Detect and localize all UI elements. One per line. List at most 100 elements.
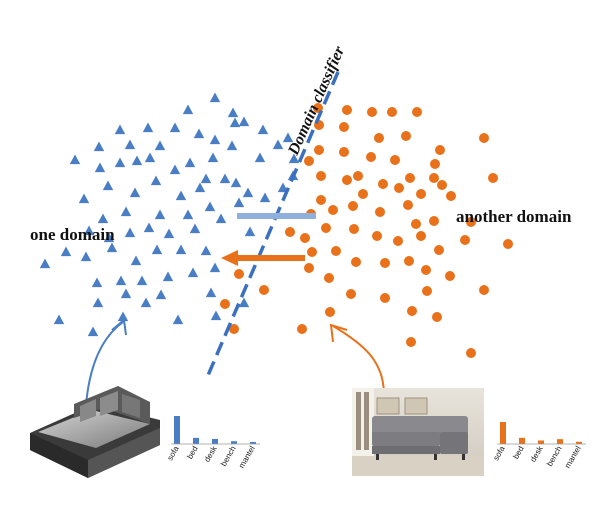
orange-circle-point [314, 145, 324, 155]
blue-triangle-point [130, 255, 142, 266]
one-domain-label: one domain [30, 225, 115, 244]
right-bar-label: mantel [563, 444, 583, 469]
orange-circle-point [375, 207, 385, 217]
orange-circle-point [466, 348, 476, 358]
blue-triangle-point [120, 288, 132, 299]
blue-triangle-point [131, 155, 143, 166]
orange-circle-point [406, 337, 416, 347]
orange-circle-point [432, 312, 442, 322]
3d-sofa-model-image [30, 386, 160, 478]
blue-triangle-point [182, 104, 194, 115]
blue-triangle-point [140, 297, 152, 308]
orange-circle-point [339, 122, 349, 132]
blue-triangle-point [151, 244, 163, 255]
blue-triangle-point [69, 154, 81, 165]
blue-triangle-point [53, 314, 65, 325]
right-bar-bed [519, 437, 525, 444]
blue-triangle-point [136, 275, 148, 286]
orange-circle-point [366, 152, 376, 162]
blue-triangle-point [227, 107, 239, 118]
blue-triangle-point [277, 182, 289, 193]
right-label-histogram: sofa bed desk bench mantel [491, 422, 586, 470]
orange-circle-point [348, 201, 358, 211]
blue-triangle-point [143, 222, 155, 233]
one-domain-points [39, 92, 300, 337]
orange-circle-point [351, 257, 361, 267]
left-bar-label: bed [185, 445, 199, 461]
left-label-histogram: sofa bed desk bench mantel [165, 416, 260, 470]
blue-triangle-point [92, 297, 104, 308]
right-bar-mantel [576, 441, 582, 444]
orange-circle-point [285, 227, 295, 237]
another-domain-label: another domain [456, 207, 572, 226]
orange-circle-point [342, 175, 352, 185]
blue-triangle-point [142, 122, 154, 133]
orange-circle-point [342, 105, 352, 115]
blue-triangle-point [219, 173, 231, 184]
blue-triangle-point [150, 175, 162, 186]
blue-triangle-point [282, 132, 294, 143]
left-bar-bench [231, 441, 237, 444]
blue-triangle-point [60, 246, 72, 257]
orange-circle-point [259, 285, 269, 295]
another-domain-points [220, 103, 513, 358]
blue-triangle-point [209, 134, 221, 145]
orange-circle-point [220, 299, 230, 309]
orange-circle-point [304, 263, 314, 273]
blue-triangle-point [230, 177, 242, 188]
left-bar-mantel [250, 442, 256, 444]
blue-triangle-point [172, 314, 184, 325]
orange-circle-point [430, 159, 440, 169]
blue-triangle-point [175, 244, 187, 255]
orange-circle-point [394, 183, 404, 193]
blue-triangle-point [39, 258, 51, 269]
orange-circle-point [503, 239, 513, 249]
orange-circle-point [421, 265, 431, 275]
orange-circle-point [316, 171, 326, 181]
orange-circle-point [346, 289, 356, 299]
blue-triangle-point [93, 141, 105, 152]
orange-circle-point [378, 179, 388, 189]
right-bar-label: bench [545, 445, 564, 468]
orange-circle-point [445, 271, 455, 281]
blue-triangle-point [182, 209, 194, 220]
orange-circle-point [353, 171, 363, 181]
blue-triangle-point [163, 228, 175, 239]
orange-circle-point [297, 324, 307, 334]
blue-triangle-point [78, 193, 90, 204]
blue-triangle-point [209, 262, 221, 273]
blue-triangle-point [83, 225, 95, 236]
left-bar-bed [193, 437, 199, 444]
blue-triangle-point [169, 122, 181, 133]
blue-triangle-point [288, 153, 300, 164]
orange-circle-point [358, 189, 368, 199]
blue-triangle-point [238, 116, 250, 127]
orange-circle-point [331, 246, 341, 256]
blue-triangle-point [200, 245, 212, 256]
blue-triangle-point [200, 173, 212, 184]
blue-triangle-point [184, 157, 196, 168]
blue-triangle-point [226, 140, 238, 151]
orange-circle-point [429, 216, 439, 226]
orange-circle-point [429, 173, 439, 183]
blue-triangle-point [120, 206, 132, 217]
orange-circle-point [316, 195, 326, 205]
blue-triangle-point [124, 139, 136, 150]
orange-circle-point [466, 217, 476, 227]
blue-triangle-point [207, 152, 219, 163]
blue-triangle-point [187, 267, 199, 278]
right-bar-sofa [500, 422, 506, 444]
left-bar-label: sofa [165, 444, 181, 462]
orange-circle-point [324, 273, 334, 283]
orange-circle-point [435, 145, 445, 155]
blue-triangle-point [144, 152, 156, 163]
orange-circle-point [328, 205, 338, 215]
orange-circle-point [393, 236, 403, 246]
blue-triangle-point [259, 192, 271, 203]
orange-circle-point [434, 245, 444, 255]
blue-triangle-point [229, 117, 241, 128]
right-bar-label: desk [528, 444, 545, 464]
blue-triangle-point [117, 311, 129, 322]
blue-triangle-point [257, 124, 269, 135]
orange-circle-point [367, 107, 377, 117]
